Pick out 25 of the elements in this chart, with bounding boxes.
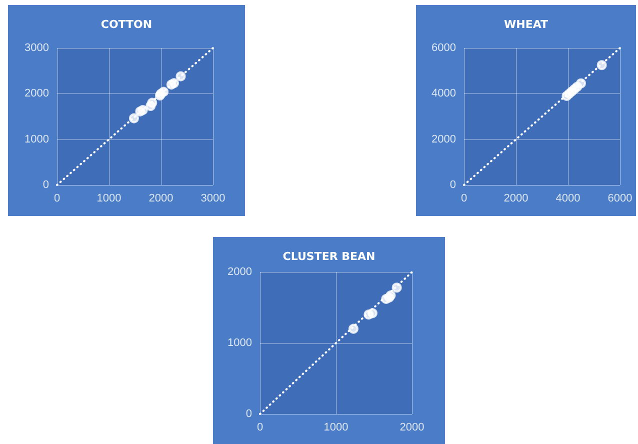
y-tick-label: 1000 xyxy=(24,133,49,146)
y-tick-label: 0 xyxy=(450,179,456,191)
y-tick-label: 4000 xyxy=(432,88,456,100)
x-tick-label: 2000 xyxy=(400,422,424,434)
y-tick-label: 2000 xyxy=(228,266,252,278)
y-tick-label: 0 xyxy=(42,179,49,191)
x-tick-label: 6000 xyxy=(608,192,632,204)
y-tick-label: 2000 xyxy=(432,133,456,146)
x-tick-label: 2000 xyxy=(148,192,174,204)
x-tick-label: 3000 xyxy=(200,192,226,204)
chart-title: COTTON xyxy=(100,18,152,31)
y-tick-label: 1000 xyxy=(228,337,252,349)
x-tick-label: 4000 xyxy=(556,192,580,204)
x-tick-label: 1000 xyxy=(324,422,348,434)
chart-title: WHEAT xyxy=(504,18,548,31)
chart-title: CLUSTER BEAN xyxy=(282,250,376,263)
y-tick-label: 2000 xyxy=(24,88,49,100)
x-tick-label: 0 xyxy=(460,192,468,204)
x-tick-label: 0 xyxy=(54,192,60,204)
x-tick-label: 2000 xyxy=(504,192,528,204)
y-tick-label: 0 xyxy=(246,408,252,420)
x-tick-label: 0 xyxy=(256,422,264,434)
y-tick-label: 6000 xyxy=(432,42,456,54)
y-tick-label: 3000 xyxy=(24,42,49,54)
x-tick-label: 1000 xyxy=(96,192,122,204)
